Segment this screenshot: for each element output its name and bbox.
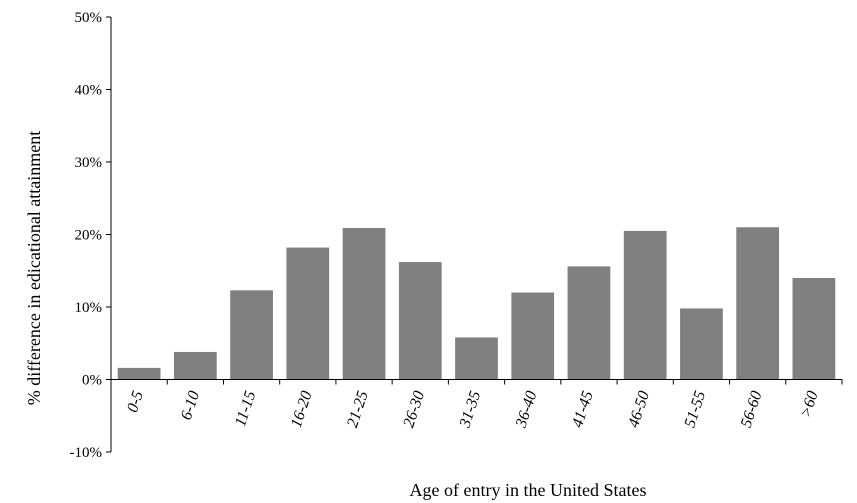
x-tick-label: 26-30	[400, 389, 428, 430]
x-tick-label: 21-25	[344, 389, 372, 430]
x-tick-label: 0-5	[124, 389, 147, 415]
bar-0-5	[117, 367, 161, 380]
bar-31-35	[455, 337, 498, 380]
x-tick-label: 31-35	[456, 389, 484, 431]
y-axis: -10% 0% 10% 20% 30% 40% 50%	[70, 10, 112, 461]
bar-36-40	[511, 292, 555, 380]
y-tick-label: 30%	[75, 155, 103, 171]
bar-41-45	[567, 266, 611, 380]
bar-21-25	[342, 227, 386, 380]
x-tick-label: 56-60	[738, 389, 766, 430]
bar->60	[792, 278, 836, 380]
x-tick-label: >60	[797, 389, 821, 420]
y-tick-label: 0%	[82, 373, 102, 389]
x-tick-label: 16-20	[288, 389, 316, 430]
x-tick-label: 36-40	[512, 389, 540, 431]
x-tick-label: 46-50	[625, 389, 653, 430]
y-axis-title: % difference in edicational attainment	[24, 131, 44, 406]
bar-26-30	[398, 262, 442, 380]
bar-56-60	[736, 227, 780, 380]
bar-16-20	[286, 247, 330, 380]
x-tick-label: 11-15	[232, 389, 259, 429]
x-tick-label: 6-10	[178, 389, 203, 422]
bar-6-10	[173, 351, 217, 380]
y-tick-label: 20%	[75, 228, 103, 244]
y-tick-label: 50%	[75, 10, 103, 26]
bars-group	[117, 227, 836, 380]
y-tick-label: 40%	[75, 83, 103, 99]
x-axis-title: Age of entry in the United States	[410, 480, 647, 500]
x-tick-label: 51-55	[682, 389, 710, 430]
y-tick-label: 10%	[75, 300, 103, 316]
bar-51-55	[680, 308, 723, 380]
x-tick-label: 41-45	[569, 389, 597, 430]
bar-46-50	[623, 230, 667, 380]
x-axis: 0-5 6-10 11-15 16-20 21-25 26-30 31-35 36-40 41-…	[110, 379, 843, 431]
bar-11-15	[230, 290, 273, 380]
y-tick-label: -10%	[70, 445, 103, 461]
